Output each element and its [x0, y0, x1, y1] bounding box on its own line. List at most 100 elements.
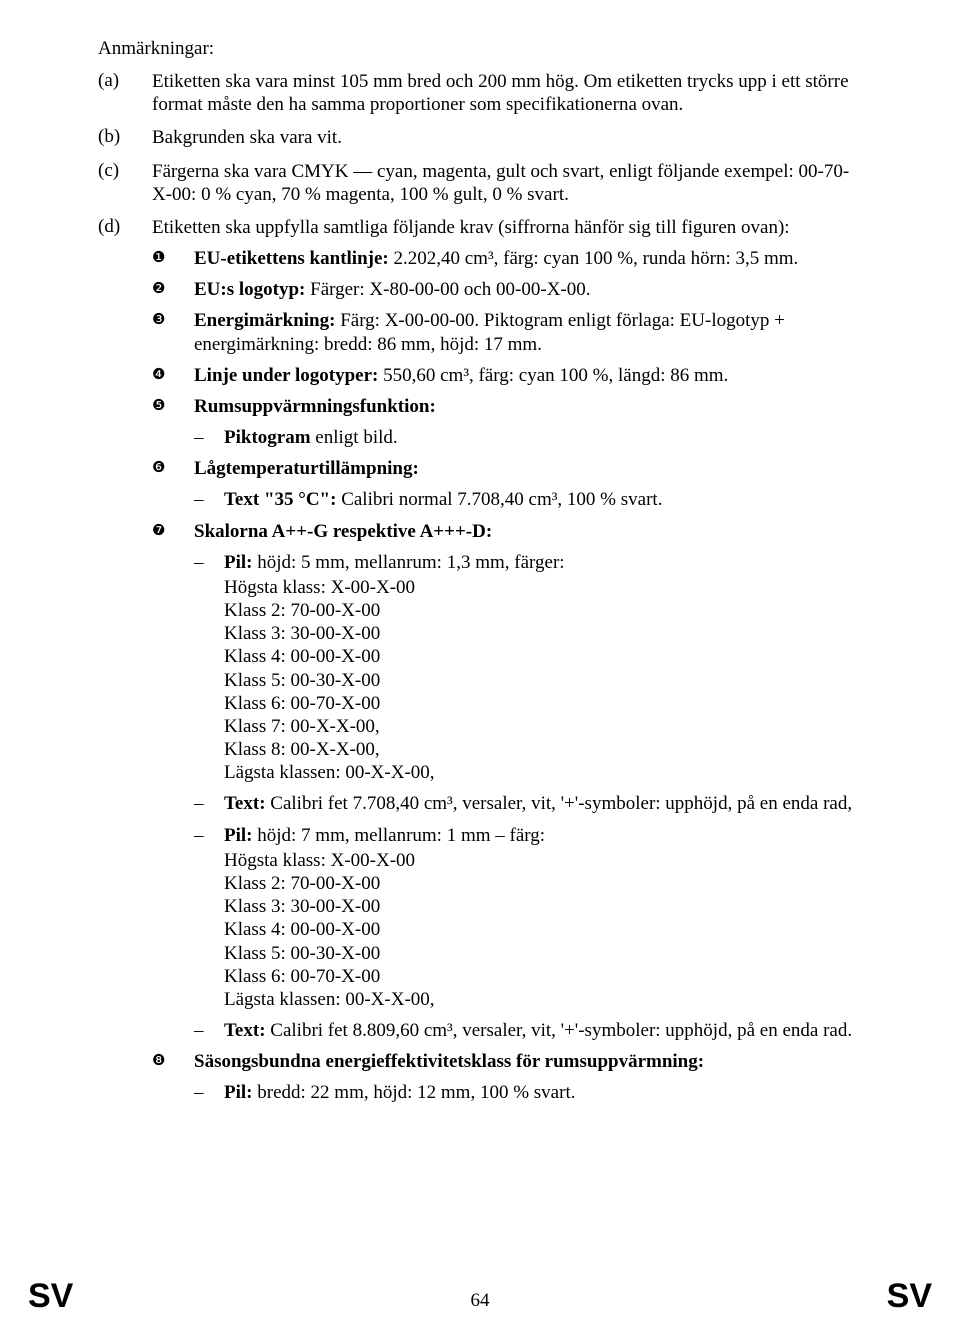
dash-mark: –	[194, 551, 224, 785]
item-a-label: (a)	[98, 70, 152, 116]
num-4: ❹ Linje under logotyper: 550,60 cm³, fär…	[152, 364, 862, 387]
num-4-rest: 550,60 cm³, färg: cyan 100 %, längd: 86 …	[378, 365, 728, 386]
item-d: (d) Etiketten ska uppfylla samtliga följ…	[98, 216, 862, 1105]
num-8: ❽ Säsongsbundna energieffektivitetsklass…	[152, 1050, 862, 1104]
item-c-text: Färgerna ska vara CMYK — cyan, magenta, …	[152, 160, 862, 206]
num-5-bold: Rumsuppvärmningsfunktion:	[194, 396, 436, 417]
num-7-dash-3: – Pil: höjd: 7 mm, mellanrum: 1 mm – fär…	[194, 824, 862, 1011]
footer-page-number: 64	[471, 1290, 490, 1316]
item-c: (c) Färgerna ska vara CMYK — cyan, magen…	[98, 160, 862, 206]
num-3: ❸ Energimärkning: Färg: X-00-00-00. Pikt…	[152, 309, 862, 355]
line: Högsta klass: X-00-X-00	[224, 576, 862, 599]
item-b-label: (b)	[98, 126, 152, 149]
num-6: ❻ Lågtemperaturtillämpning: – Text "35 °…	[152, 457, 862, 511]
num-7-dash-2-body: Text: Calibri fet 7.708,40 cm³, versaler…	[224, 792, 862, 815]
dash-mark: –	[194, 426, 224, 449]
num-1: ❶ EU-etikettens kantlinje: 2.202,40 cm³,…	[152, 247, 862, 270]
item-a-text: Etiketten ska vara minst 105 mm bred och…	[152, 70, 862, 116]
line: Klass 2: 70-00-X-00	[224, 872, 862, 895]
num-8-dash-1: – Pil: bredd: 22 mm, höjd: 12 mm, 100 % …	[194, 1081, 862, 1104]
num-5-body: Rumsuppvärmningsfunktion: – Piktogram en…	[194, 395, 862, 449]
num-2-bold: EU:s logotyp:	[194, 279, 305, 300]
line: Klass 3: 30-00-X-00	[224, 895, 862, 918]
num-7-dash-4: – Text: Calibri fet 8.809,60 cm³, versal…	[194, 1019, 862, 1042]
dash-mark: –	[194, 1081, 224, 1104]
line: Klass 2: 70-00-X-00	[224, 599, 862, 622]
item-d-body: Etiketten ska uppfylla samtliga följande…	[152, 216, 862, 1105]
num-6-body: Lågtemperaturtillämpning: – Text "35 °C"…	[194, 457, 862, 511]
num-7-d1-rest: höjd: 5 mm, mellanrum: 1,3 mm, färger:	[253, 552, 565, 573]
num-6-d1-rest: Calibri normal 7.708,40 cm³, 100 % svart…	[336, 489, 662, 510]
num-4-bullet: ❹	[152, 364, 194, 387]
item-b-text: Bakgrunden ska vara vit.	[152, 126, 862, 149]
num-2-bullet: ❷	[152, 278, 194, 301]
num-2-rest: Färger: X-80-00-00 och 00-00-X-00.	[305, 279, 590, 300]
line: Klass 3: 30-00-X-00	[224, 622, 862, 645]
line: Lägsta klassen: 00-X-X-00,	[224, 761, 862, 784]
item-d-label: (d)	[98, 216, 152, 1105]
num-1-body: EU-etikettens kantlinje: 2.202,40 cm³, f…	[194, 247, 862, 270]
num-7-dash-2: – Text: Calibri fet 7.708,40 cm³, versal…	[194, 792, 862, 815]
item-a: (a) Etiketten ska vara minst 105 mm bred…	[98, 70, 862, 116]
num-7-body: Skalorna A++-G respektive A+++-D: – Pil:…	[194, 520, 862, 1043]
num-7-d4-rest: Calibri fet 8.809,60 cm³, versaler, vit,…	[266, 1020, 853, 1041]
num-7-d3-rest: höjd: 7 mm, mellanrum: 1 mm – färg:	[253, 825, 546, 846]
num-7-d4-bold: Text:	[224, 1020, 266, 1041]
footer-left: SV	[28, 1277, 73, 1316]
num-5-dash-1-body: Piktogram enligt bild.	[224, 426, 862, 449]
section-title: Anmärkningar:	[98, 38, 862, 60]
num-2-body: EU:s logotyp: Färger: X-80-00-00 och 00-…	[194, 278, 862, 301]
num-2: ❷ EU:s logotyp: Färger: X-80-00-00 och 0…	[152, 278, 862, 301]
num-8-dash-1-body: Pil: bredd: 22 mm, höjd: 12 mm, 100 % sv…	[224, 1081, 862, 1104]
line: Klass 4: 00-00-X-00	[224, 918, 862, 941]
num-7-dash-1-body: Pil: höjd: 5 mm, mellanrum: 1,3 mm, färg…	[224, 551, 862, 785]
num-1-bold: EU-etikettens kantlinje:	[194, 248, 389, 269]
num-5-dash-1: – Piktogram enligt bild.	[194, 426, 862, 449]
line: Klass 6: 00-70-X-00	[224, 692, 862, 715]
line: Klass 5: 00-30-X-00	[224, 669, 862, 692]
num-8-bold: Säsongsbundna energieffektivitetsklass f…	[194, 1051, 704, 1072]
page-footer: SV 64 SV	[0, 1277, 960, 1316]
line: Klass 7: 00-X-X-00,	[224, 715, 862, 738]
num-1-rest: 2.202,40 cm³, färg: cyan 100 %, runda hö…	[389, 248, 799, 269]
line: Högsta klass: X-00-X-00	[224, 849, 862, 872]
num-4-bold: Linje under logotyper:	[194, 365, 378, 386]
num-7-bullet: ❼	[152, 520, 194, 1043]
num-7-d3-bold: Pil:	[224, 825, 253, 846]
dash-mark: –	[194, 488, 224, 511]
num-8-bullet: ❽	[152, 1050, 194, 1104]
document-page: Anmärkningar: (a) Etiketten ska vara min…	[0, 0, 960, 1262]
num-7-d1-bold: Pil:	[224, 552, 253, 573]
item-b: (b) Bakgrunden ska vara vit.	[98, 126, 862, 149]
dash-mark: –	[194, 824, 224, 1011]
item-d-text: Etiketten ska uppfylla samtliga följande…	[152, 217, 790, 238]
line: Klass 6: 00-70-X-00	[224, 965, 862, 988]
num-4-body: Linje under logotyper: 550,60 cm³, färg:…	[194, 364, 862, 387]
num-7-d2-rest: Calibri fet 7.708,40 cm³, versaler, vit,…	[266, 793, 853, 814]
line: Klass 8: 00-X-X-00,	[224, 738, 862, 761]
num-7-d2-bold: Text:	[224, 793, 266, 814]
num-7-dash-4-body: Text: Calibri fet 8.809,60 cm³, versaler…	[224, 1019, 862, 1042]
line: Klass 5: 00-30-X-00	[224, 942, 862, 965]
num-6-bullet: ❻	[152, 457, 194, 511]
line: Klass 4: 00-00-X-00	[224, 645, 862, 668]
num-5-d1-bold: Piktogram	[224, 427, 311, 448]
num-8-d1-rest: bredd: 22 mm, höjd: 12 mm, 100 % svart.	[253, 1082, 576, 1103]
num-7-d1-lines: Högsta klass: X-00-X-00 Klass 2: 70-00-X…	[224, 576, 862, 785]
num-7: ❼ Skalorna A++-G respektive A+++-D: – Pi…	[152, 520, 862, 1043]
num-7-bold: Skalorna A++-G respektive A+++-D:	[194, 521, 492, 542]
num-1-bullet: ❶	[152, 247, 194, 270]
num-8-body: Säsongsbundna energieffektivitetsklass f…	[194, 1050, 862, 1104]
num-8-d1-bold: Pil:	[224, 1082, 253, 1103]
num-3-body: Energimärkning: Färg: X-00-00-00. Piktog…	[194, 309, 862, 355]
num-6-d1-bold: Text "35 °C":	[224, 489, 336, 510]
num-3-bullet: ❸	[152, 309, 194, 355]
item-c-label: (c)	[98, 160, 152, 206]
footer-right: SV	[887, 1277, 932, 1316]
num-5: ❺ Rumsuppvärmningsfunktion: – Piktogram …	[152, 395, 862, 449]
num-3-bold: Energimärkning:	[194, 310, 335, 331]
num-7-dash-1: – Pil: höjd: 5 mm, mellanrum: 1,3 mm, fä…	[194, 551, 862, 785]
num-6-dash-1-body: Text "35 °C": Calibri normal 7.708,40 cm…	[224, 488, 862, 511]
dash-mark: –	[194, 1019, 224, 1042]
num-7-d3-lines: Högsta klass: X-00-X-00 Klass 2: 70-00-X…	[224, 849, 862, 1011]
